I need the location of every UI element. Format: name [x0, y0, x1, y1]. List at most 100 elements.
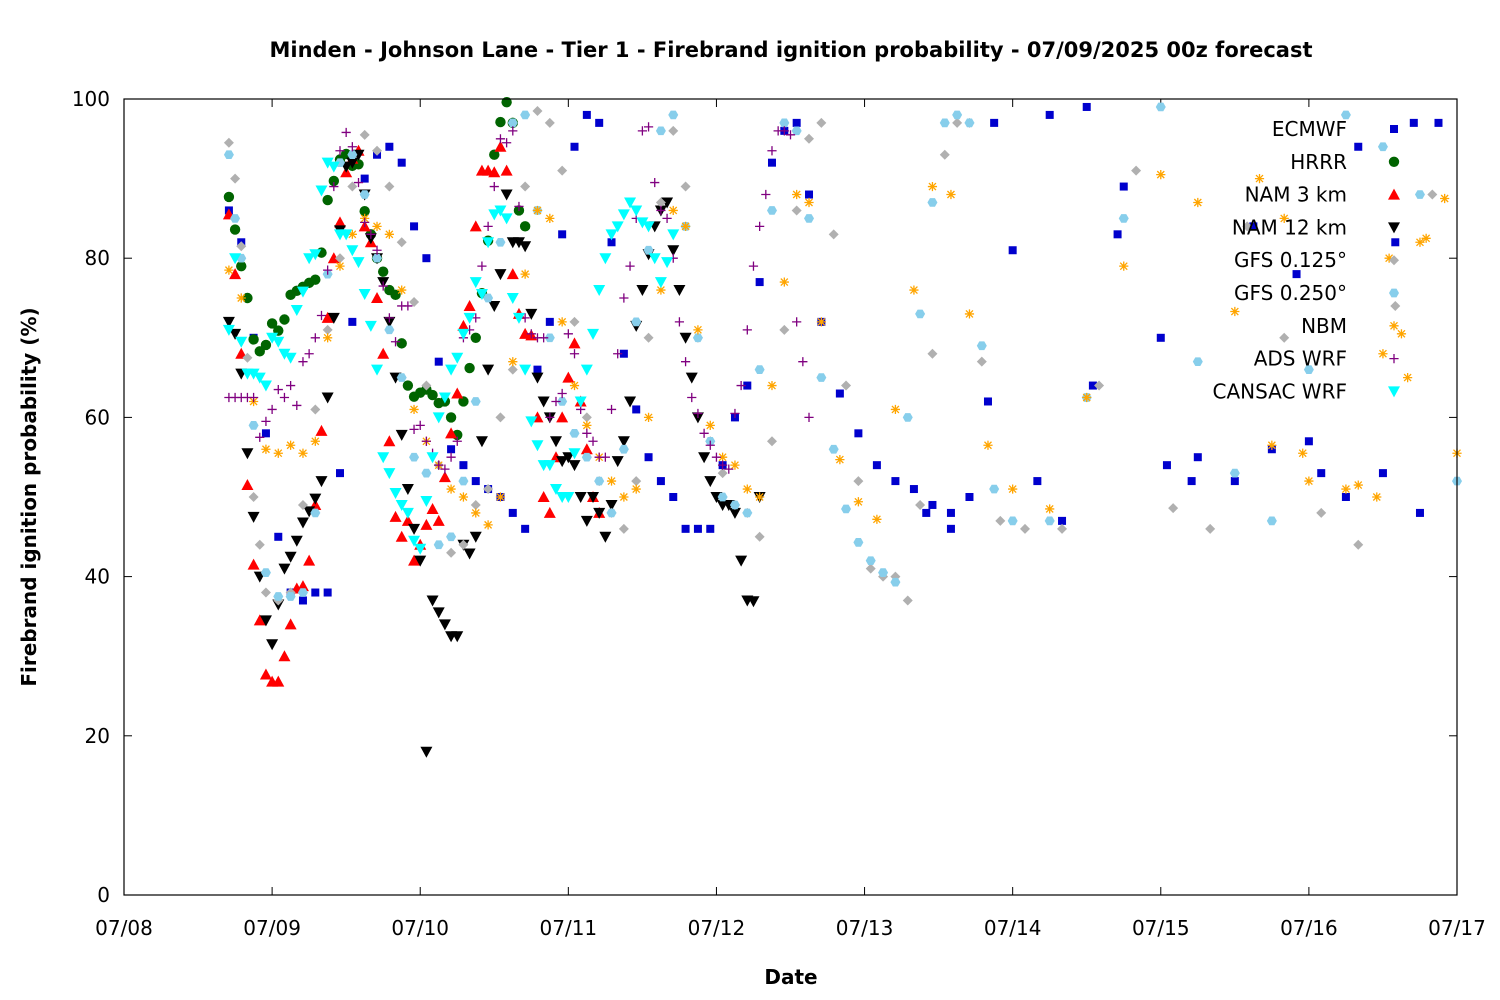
data-point-ads-wrf [372, 245, 382, 255]
data-point-ecmwf [1193, 453, 1202, 462]
data-point-ads-wrf [680, 357, 691, 367]
data-point-nam-12-km [747, 596, 760, 608]
data-point-nam-12-km [278, 563, 291, 575]
data-point-nam-12-km [698, 452, 711, 464]
x-axis-label: Date [764, 965, 817, 989]
data-point-cansac-wrf [235, 336, 248, 348]
data-point-gfs-0-125 [717, 468, 728, 479]
data-point-gfs-0-250 [359, 190, 370, 199]
data-point-nam-3-km [241, 479, 254, 491]
legend-label-cansac-wrf: CANSAC WRF [1212, 379, 1347, 403]
data-point-ads-wrf [390, 337, 401, 347]
data-point-nam-3-km [426, 502, 439, 514]
data-point-cansac-wrf [457, 328, 470, 340]
data-point-nam-12-km [482, 364, 495, 376]
data-point-ads-wrf [718, 460, 728, 470]
data-point-cansac-wrf [321, 157, 334, 169]
legend: ECMWF HRRR NAM 3 km NAM 12 km GFS 0.125° GFS … [1212, 117, 1400, 403]
data-point-ecmwf [755, 278, 764, 287]
data-point-nam-12-km [451, 631, 464, 643]
data-point-cansac-wrf [593, 285, 606, 297]
data-point-nbm [1230, 306, 1240, 317]
data-point-gfs-0-250 [1044, 516, 1055, 526]
legend-marker-nbm [1389, 321, 1399, 331]
data-point-gfs-0-125 [581, 412, 592, 423]
data-point-ecmwf [1162, 461, 1171, 470]
data-point-nam-12-km [531, 372, 544, 384]
data-point-nam-3-km [284, 618, 297, 630]
data-point-nbm [606, 476, 617, 486]
data-point-nam-12-km [537, 396, 550, 408]
data-point-nbm [779, 277, 789, 287]
data-point-ads-wrf [526, 329, 536, 339]
data-point-cansac-wrf [383, 468, 396, 480]
data-point-nbm [557, 317, 567, 327]
data-point-nam-3-km [278, 650, 291, 662]
data-point-hrrr [458, 396, 469, 407]
y-tick-label: 0 [97, 883, 110, 907]
data-point-ecmwf [607, 238, 616, 247]
data-point-nam-12-km [222, 316, 235, 328]
data-point-ads-wrf [619, 293, 629, 303]
data-point-nam-12-km [525, 308, 538, 320]
data-point-nbm [656, 285, 666, 295]
data-point-nam-3-km [259, 668, 272, 680]
data-point-gfs-0-250 [754, 365, 765, 374]
data-point-gfs-0-125 [236, 241, 247, 252]
data-point-ecmwf [909, 485, 918, 494]
legend-marker-hrrr [1388, 156, 1400, 167]
data-point-ecmwf [1008, 246, 1017, 255]
data-point-ads-wrf [699, 428, 709, 438]
data-point-nam-12-km [661, 197, 674, 209]
data-point-ads-wrf [539, 333, 549, 343]
data-point-ecmwf [1354, 142, 1363, 151]
data-point-hrrr [279, 314, 290, 325]
data-point-nam-12-km [593, 507, 606, 519]
data-point-gfs-0-125 [995, 515, 1006, 526]
data-point-gfs-0-125 [939, 149, 950, 160]
data-point-gfs-0-125 [1020, 523, 1031, 534]
legend-marker-ecmwf [1390, 125, 1398, 133]
data-point-ads-wrf [557, 388, 567, 399]
data-point-nam-12-km [568, 460, 581, 472]
data-point-nam-3-km [321, 311, 334, 323]
data-point-gfs-0-250 [1414, 190, 1425, 199]
data-point-nam-3-km [247, 558, 260, 570]
data-point-nbm [1279, 213, 1289, 223]
data-point-ads-wrf [403, 301, 413, 311]
data-point-gfs-0-125 [507, 364, 518, 375]
data-point-nam-12-km [704, 476, 717, 488]
data-point-gfs-0-125 [483, 484, 494, 495]
data-point-cansac-wrf [482, 237, 495, 249]
legend-label-ads-wrf: ADS WRF [1254, 347, 1347, 371]
data-point-gfs-0-250 [1007, 516, 1018, 526]
data-point-ads-wrf [421, 436, 431, 446]
data-point-nam-12-km [562, 452, 575, 464]
data-point-nam-12-km [296, 517, 309, 529]
data-point-ads-wrf [785, 130, 796, 140]
data-point-ads-wrf [742, 325, 752, 335]
data-point-gfs-0-125 [828, 229, 839, 240]
data-point-cansac-wrf [426, 452, 439, 464]
data-point-gfs-0-125 [1427, 189, 1438, 200]
data-point-nam-12-km [624, 396, 637, 408]
data-point-gfs-0-250 [458, 476, 469, 486]
data-point-nam-12-km [574, 492, 587, 503]
data-point-cansac-wrf [222, 324, 235, 336]
data-point-gfs-0-125 [458, 539, 469, 550]
data-point-ads-wrf [545, 412, 555, 422]
data-point-nam-3-km [389, 510, 402, 522]
data-point-nam-12-km [401, 484, 414, 496]
data-point-ecmwf [459, 461, 468, 470]
data-point-ecmwf [422, 254, 431, 263]
data-point-gfs-0-250 [989, 484, 1000, 494]
data-point-nam-12-km [266, 639, 279, 651]
data-point-nam-3-km [395, 530, 408, 542]
data-point-nam-12-km [673, 285, 686, 297]
data-point-ecmwf [274, 532, 283, 541]
data-point-ecmwf [1119, 182, 1128, 191]
data-point-hrrr [445, 412, 457, 423]
data-point-nam-12-km [494, 269, 507, 281]
data-point-gfs-0-125 [396, 237, 407, 248]
data-point-nam-12-km [346, 157, 359, 169]
